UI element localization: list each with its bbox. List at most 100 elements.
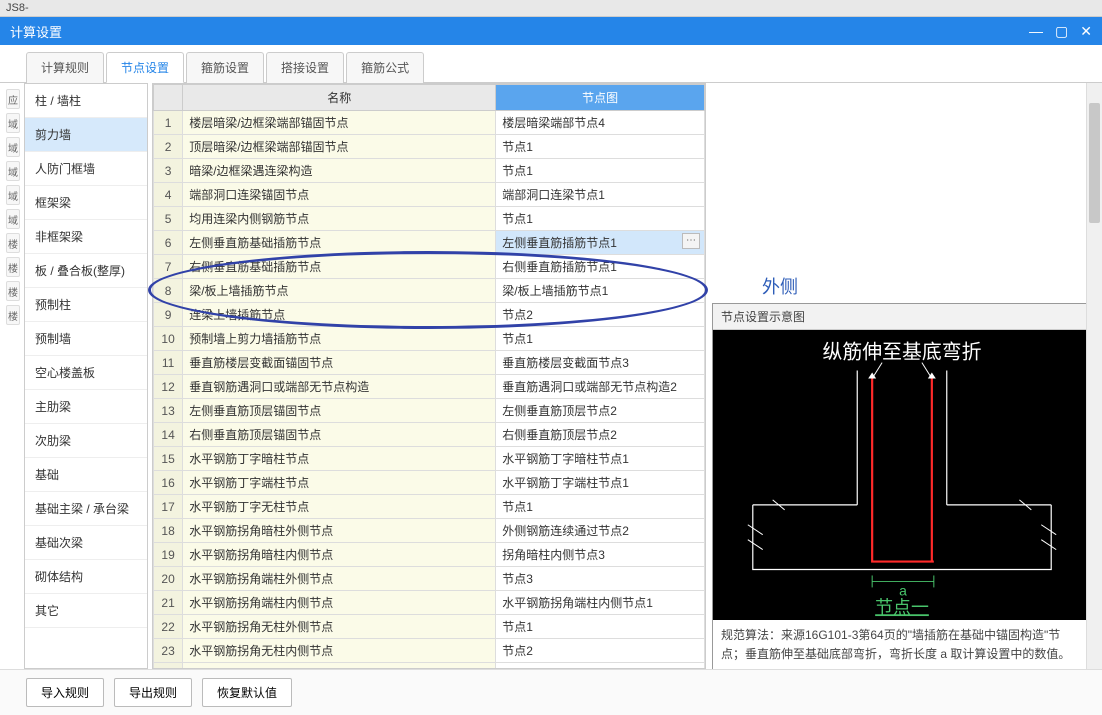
cell-name[interactable]: 顶层暗梁/边框梁端部锚固节点 [183, 135, 496, 159]
table-row[interactable]: 11垂直筋楼层变截面锚固节点垂直筋楼层变截面节点3 [154, 351, 705, 375]
sidebar-item[interactable]: 预制柱 [25, 288, 147, 322]
tab-4[interactable]: 箍筋公式 [346, 52, 424, 83]
table-row[interactable]: 1楼层暗梁/边框梁端部锚固节点楼层暗梁端部节点4 [154, 111, 705, 135]
scrollbar-vertical[interactable] [1086, 83, 1102, 669]
table-row[interactable]: 6左侧垂直筋基础插筋节点左侧垂直筋插筋节点1⋯ [154, 231, 705, 255]
cell-name[interactable]: 楼层暗梁/边框梁端部锚固节点 [183, 111, 496, 135]
cell-name[interactable]: 左侧垂直筋顶层锚固节点 [183, 399, 496, 423]
cell-node[interactable]: 节点1 [496, 159, 705, 183]
cell-name[interactable]: 垂直钢筋遇洞口或端部无节点构造 [183, 375, 496, 399]
cell-node[interactable]: 节点1 [496, 207, 705, 231]
sidebar-item[interactable]: 非框架梁 [25, 220, 147, 254]
cell-node[interactable]: 端部洞口连梁节点1 [496, 183, 705, 207]
sidebar-item[interactable]: 人防门框墙 [25, 152, 147, 186]
table-row[interactable]: 24水平钢筋端部暗柱节点水平钢筋端部暗柱节点1 [154, 663, 705, 670]
tab-0[interactable]: 计算规则 [26, 52, 104, 83]
table-row[interactable]: 22水平钢筋拐角无柱外侧节点节点1 [154, 615, 705, 639]
table-row[interactable]: 12垂直钢筋遇洞口或端部无节点构造垂直筋遇洞口或端部无节点构造2 [154, 375, 705, 399]
sidebar-item[interactable]: 主肋梁 [25, 390, 147, 424]
sidebar-item[interactable]: 预制墙 [25, 322, 147, 356]
table-row[interactable]: 17水平钢筋丁字无柱节点节点1 [154, 495, 705, 519]
cell-node[interactable]: 拐角暗柱内侧节点3 [496, 543, 705, 567]
tab-3[interactable]: 搭接设置 [266, 52, 344, 83]
sidebar-item[interactable]: 其它 [25, 594, 147, 628]
table-row[interactable]: 10预制墙上剪力墙插筋节点节点1 [154, 327, 705, 351]
cell-node[interactable]: 节点1 [496, 135, 705, 159]
table-row[interactable]: 14右侧垂直筋顶层锚固节点右侧垂直筋顶层节点2 [154, 423, 705, 447]
cell-name[interactable]: 梁/板上墙插筋节点 [183, 279, 496, 303]
cell-node[interactable]: 节点2 [496, 303, 705, 327]
cell-node[interactable]: 水平钢筋丁字端柱节点1 [496, 471, 705, 495]
cell-node[interactable]: 节点1 [496, 495, 705, 519]
tab-1[interactable]: 节点设置 [106, 52, 184, 83]
cell-node[interactable]: 右侧垂直筋顶层节点2 [496, 423, 705, 447]
cell-name[interactable]: 连梁上墙插筋节点 [183, 303, 496, 327]
cell-name[interactable]: 水平钢筋拐角无柱内侧节点 [183, 639, 496, 663]
cell-name[interactable]: 水平钢筋拐角端柱外侧节点 [183, 567, 496, 591]
table-row[interactable]: 23水平钢筋拐角无柱内侧节点节点2 [154, 639, 705, 663]
table-row[interactable]: 16水平钢筋丁字端柱节点水平钢筋丁字端柱节点1 [154, 471, 705, 495]
cell-node[interactable]: 节点3 [496, 567, 705, 591]
maximize-icon[interactable]: ▢ [1055, 23, 1068, 40]
cell-name[interactable]: 右侧垂直筋基础插筋节点 [183, 255, 496, 279]
cell-node[interactable]: 节点1 [496, 327, 705, 351]
export-rules-button[interactable]: 导出规则 [114, 678, 192, 707]
cell-name[interactable]: 水平钢筋丁字暗柱节点 [183, 447, 496, 471]
sidebar-item[interactable]: 板 / 叠合板(整厚) [25, 254, 147, 288]
cell-name[interactable]: 水平钢筋丁字端柱节点 [183, 471, 496, 495]
cell-name[interactable]: 垂直筋楼层变截面锚固节点 [183, 351, 496, 375]
cell-node[interactable]: 左侧垂直筋顶层节点2 [496, 399, 705, 423]
cell-node[interactable]: 楼层暗梁端部节点4 [496, 111, 705, 135]
tab-2[interactable]: 箍筋设置 [186, 52, 264, 83]
sidebar-item[interactable]: 剪力墙 [25, 118, 147, 152]
sidebar-item[interactable]: 砌体结构 [25, 560, 147, 594]
table-row[interactable]: 15水平钢筋丁字暗柱节点水平钢筋丁字暗柱节点1 [154, 447, 705, 471]
cell-name[interactable]: 右侧垂直筋顶层锚固节点 [183, 423, 496, 447]
table-row[interactable]: 18水平钢筋拐角暗柱外侧节点外侧钢筋连续通过节点2 [154, 519, 705, 543]
cell-name[interactable]: 水平钢筋端部暗柱节点 [183, 663, 496, 670]
cell-name[interactable]: 水平钢筋拐角暗柱内侧节点 [183, 543, 496, 567]
cell-node[interactable]: 水平钢筋丁字暗柱节点1 [496, 447, 705, 471]
cell-node[interactable]: 左侧垂直筋插筋节点1⋯ [496, 231, 705, 255]
cell-name[interactable]: 左侧垂直筋基础插筋节点 [183, 231, 496, 255]
table-row[interactable]: 21水平钢筋拐角端柱内侧节点水平钢筋拐角端柱内侧节点1 [154, 591, 705, 615]
cell-name[interactable]: 水平钢筋拐角端柱内侧节点 [183, 591, 496, 615]
sidebar-item[interactable]: 基础 [25, 458, 147, 492]
sidebar-item[interactable]: 柱 / 墙柱 [25, 84, 147, 118]
cell-ellipsis-button[interactable]: ⋯ [682, 233, 700, 249]
cell-name[interactable]: 均用连梁内侧钢筋节点 [183, 207, 496, 231]
import-rules-button[interactable]: 导入规则 [26, 678, 104, 707]
sidebar-item[interactable]: 框架梁 [25, 186, 147, 220]
table-row[interactable]: 13左侧垂直筋顶层锚固节点左侧垂直筋顶层节点2 [154, 399, 705, 423]
cell-node[interactable]: 水平钢筋端部暗柱节点1 [496, 663, 705, 670]
cell-node[interactable]: 节点1 [496, 615, 705, 639]
table-row[interactable]: 7右侧垂直筋基础插筋节点右侧垂直筋插筋节点1 [154, 255, 705, 279]
table-row[interactable]: 8梁/板上墙插筋节点梁/板上墙插筋节点1 [154, 279, 705, 303]
sidebar-item[interactable]: 次肋梁 [25, 424, 147, 458]
table-row[interactable]: 5均用连梁内侧钢筋节点节点1 [154, 207, 705, 231]
sidebar-item[interactable]: 基础主梁 / 承台梁 [25, 492, 147, 526]
table-row[interactable]: 19水平钢筋拐角暗柱内侧节点拐角暗柱内侧节点3 [154, 543, 705, 567]
cell-name[interactable]: 暗梁/边框梁遇连梁构造 [183, 159, 496, 183]
table-row[interactable]: 20水平钢筋拐角端柱外侧节点节点3 [154, 567, 705, 591]
restore-default-button[interactable]: 恢复默认值 [202, 678, 292, 707]
cell-name[interactable]: 水平钢筋丁字无柱节点 [183, 495, 496, 519]
cell-node[interactable]: 节点2 [496, 639, 705, 663]
cell-node[interactable]: 垂直筋楼层变截面节点3 [496, 351, 705, 375]
cell-node[interactable]: 外侧钢筋连续通过节点2 [496, 519, 705, 543]
cell-name[interactable]: 预制墙上剪力墙插筋节点 [183, 327, 496, 351]
cell-node[interactable]: 水平钢筋拐角端柱内侧节点1 [496, 591, 705, 615]
sidebar-item[interactable]: 空心楼盖板 [25, 356, 147, 390]
table-row[interactable]: 4端部洞口连梁锚固节点端部洞口连梁节点1 [154, 183, 705, 207]
cell-node[interactable]: 垂直筋遇洞口或端部无节点构造2 [496, 375, 705, 399]
cell-name[interactable]: 水平钢筋拐角暗柱外侧节点 [183, 519, 496, 543]
cell-name[interactable]: 水平钢筋拐角无柱外侧节点 [183, 615, 496, 639]
sidebar-item[interactable]: 基础次梁 [25, 526, 147, 560]
cell-name[interactable]: 端部洞口连梁锚固节点 [183, 183, 496, 207]
close-icon[interactable]: ✕ [1080, 23, 1092, 40]
table-row[interactable]: 3暗梁/边框梁遇连梁构造节点1 [154, 159, 705, 183]
cell-node[interactable]: 梁/板上墙插筋节点1 [496, 279, 705, 303]
minimize-icon[interactable]: — [1029, 23, 1043, 40]
table-row[interactable]: 2顶层暗梁/边框梁端部锚固节点节点1 [154, 135, 705, 159]
cell-node[interactable]: 右侧垂直筋插筋节点1 [496, 255, 705, 279]
